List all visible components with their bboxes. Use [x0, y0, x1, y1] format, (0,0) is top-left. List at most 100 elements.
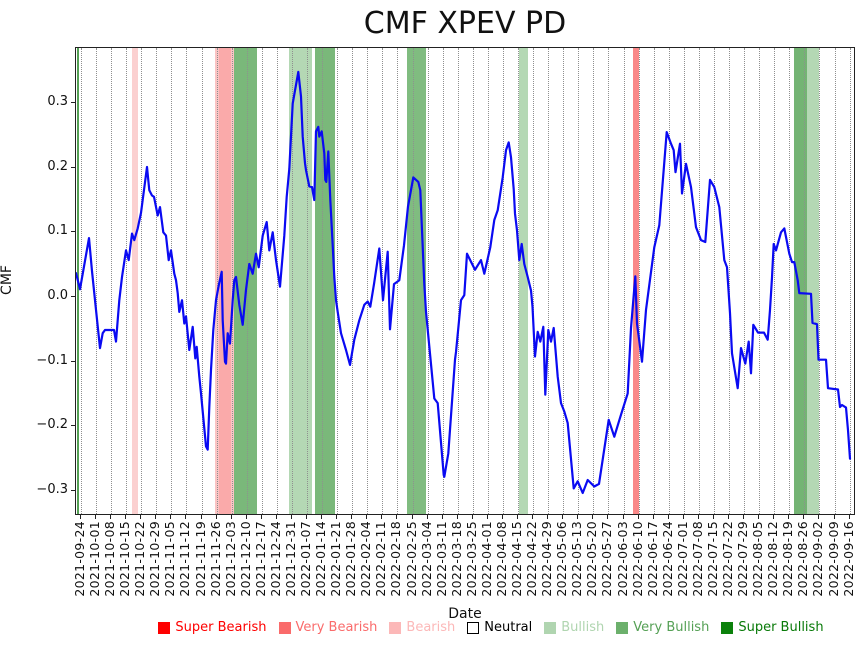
x-tick [336, 515, 338, 519]
x-tick-label: 2022-02-04 [358, 521, 374, 597]
gridline [156, 48, 158, 514]
gridline [111, 48, 113, 514]
x-tick [79, 515, 81, 519]
x-tick-label: 2021-11-19 [192, 521, 208, 597]
x-tick-label: 2022-03-18 [448, 521, 464, 597]
legend-swatch-very-bearish [278, 621, 291, 634]
x-tick-label: 2022-04-15 [509, 521, 525, 597]
gridline [412, 48, 414, 514]
x-tick [306, 515, 308, 519]
x-tick [215, 515, 217, 519]
gridline [216, 48, 218, 514]
y-tick-label: −0.3 [36, 482, 68, 498]
gridline [713, 48, 715, 514]
x-tick-label: 2021-09-24 [71, 521, 87, 597]
x-tick-label: 2022-07-29 [735, 521, 751, 597]
x-tick [728, 515, 730, 519]
gridline [578, 48, 580, 514]
legend-item-very-bullish: Very Bullish [616, 620, 709, 635]
legend-label-very-bearish: Very Bearish [295, 620, 378, 635]
x-tick [758, 515, 760, 519]
gridline [427, 48, 429, 514]
gridline [382, 48, 384, 514]
x-tick [607, 515, 609, 519]
gridline [126, 48, 128, 514]
x-tick [486, 515, 488, 519]
y-tick [71, 360, 75, 362]
x-tick [200, 515, 202, 519]
x-tick [351, 515, 353, 519]
x-tick [637, 515, 639, 519]
x-tick [773, 515, 775, 519]
legend-item-bullish: Bullish [544, 620, 604, 635]
x-tick [682, 515, 684, 519]
x-tick [426, 515, 428, 519]
x-tick [275, 515, 277, 519]
x-tick [818, 515, 820, 519]
x-tick-label: 2022-05-20 [584, 521, 600, 597]
gridline [141, 48, 143, 514]
y-tick-label: −0.1 [36, 352, 68, 368]
gridline [623, 48, 625, 514]
x-tick [381, 515, 383, 519]
x-tick-label: 2022-05-06 [554, 521, 570, 597]
signal-band-bearish [132, 48, 138, 514]
x-tick-label: 2022-07-08 [689, 521, 705, 597]
gridline [186, 48, 188, 514]
x-tick [290, 515, 292, 519]
gridline [472, 48, 474, 514]
legend-swatch-very-bullish [616, 621, 629, 634]
x-tick [321, 515, 323, 519]
x-tick-label: 2022-08-26 [795, 521, 811, 597]
x-tick [456, 515, 458, 519]
legend-item-super-bullish: Super Bullish [721, 620, 824, 635]
x-tick-label: 2021-11-26 [207, 521, 223, 597]
legend-label-very-bullish: Very Bullish [633, 620, 710, 635]
x-tick-label: 2022-06-24 [659, 521, 675, 597]
x-tick-label: 2022-03-04 [418, 521, 434, 597]
x-tick [155, 515, 157, 519]
y-axis-label: CMF [0, 265, 15, 295]
x-tick-label: 2022-06-17 [644, 521, 660, 597]
y-tick-label: 0.2 [47, 158, 68, 174]
x-tick-label: 2022-04-08 [493, 521, 509, 597]
x-tick-label: 2022-09-09 [825, 521, 841, 597]
x-tick-label: 2022-07-22 [720, 521, 736, 597]
x-tick-label: 2022-08-19 [780, 521, 796, 597]
signal-band-very_bullish [314, 48, 336, 514]
x-tick-label: 2022-03-25 [463, 521, 479, 597]
gridline [729, 48, 731, 514]
gridline [307, 48, 309, 514]
x-tick [366, 515, 368, 519]
y-tick-label: 0.0 [47, 288, 68, 303]
x-tick [501, 515, 503, 519]
y-tick [71, 166, 75, 168]
x-tick [788, 515, 790, 519]
y-tick [71, 490, 75, 492]
x-tick-label: 2022-01-14 [313, 521, 329, 597]
x-tick-label: 2021-12-31 [282, 521, 298, 597]
gridline [668, 48, 670, 514]
legend-item-very-bearish: Very Bearish [278, 620, 378, 635]
x-tick-label: 2022-01-07 [298, 521, 314, 597]
gridline [337, 48, 339, 514]
signal-band-very_bullish [234, 48, 258, 514]
y-tick-label: −0.2 [36, 417, 68, 433]
legend-label-super-bullish: Super Bullish [738, 620, 824, 635]
x-tick-label: 2021-10-29 [147, 521, 163, 597]
gridline [171, 48, 173, 514]
gridline [819, 48, 821, 514]
x-tick [622, 515, 624, 519]
x-tick [833, 515, 835, 519]
legend: Super Bearish Very Bearish Bearish Neutral B… [118, 620, 864, 635]
y-tick [71, 231, 75, 233]
signal-band-bullish [518, 48, 528, 514]
plot-area [75, 47, 855, 515]
x-tick-label: 2022-09-02 [810, 521, 826, 597]
signal-band-very_bearish [218, 48, 231, 514]
legend-item-bearish: Bearish [389, 620, 455, 635]
x-tick [803, 515, 805, 519]
x-tick-label: 2022-02-18 [388, 521, 404, 597]
x-tick-label: 2021-12-17 [252, 521, 268, 597]
gridline [457, 48, 459, 514]
